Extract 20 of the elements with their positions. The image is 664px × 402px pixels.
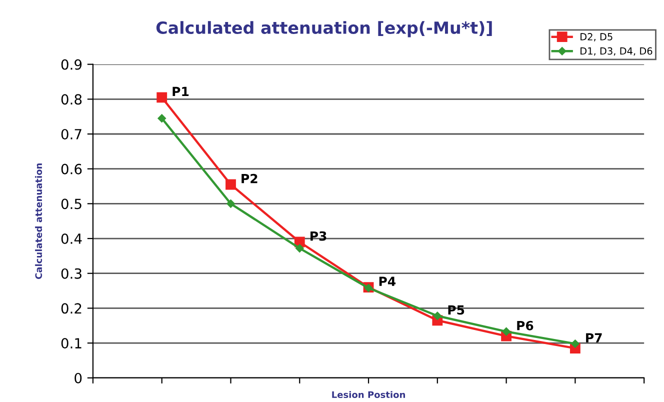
- y-tick-label: 0.1: [61, 338, 82, 349]
- y-tick-label: 0.8: [61, 94, 82, 105]
- annotation: P7: [586, 333, 602, 342]
- y-tick-label: 0.5: [61, 198, 82, 210]
- annotation: P4: [379, 276, 396, 286]
- y-tick-label: 0.2: [61, 303, 82, 314]
- annotation: P6: [517, 320, 534, 330]
- y-tick-label: 0.3: [61, 268, 82, 279]
- x-axis-title: Lesion Postion: [332, 391, 405, 398]
- y-tick-label: 0.7: [61, 128, 82, 140]
- legend-label: D1, D3, D4, D6: [580, 47, 652, 56]
- y-tick-label: 0.9: [61, 59, 82, 70]
- y-tick-label: 0.4: [61, 233, 82, 244]
- y-axis-title: Calculated attenuation: [35, 163, 42, 279]
- y-tick-label: 0: [74, 372, 82, 384]
- y-tick-label: 0.6: [61, 164, 82, 174]
- chart-title: Calculated attenuation [exp(-Mu*t)]: [156, 21, 492, 38]
- legend-label: D2, D5: [580, 33, 612, 42]
- annotation: P1: [172, 86, 189, 96]
- annotation: P2: [242, 174, 258, 184]
